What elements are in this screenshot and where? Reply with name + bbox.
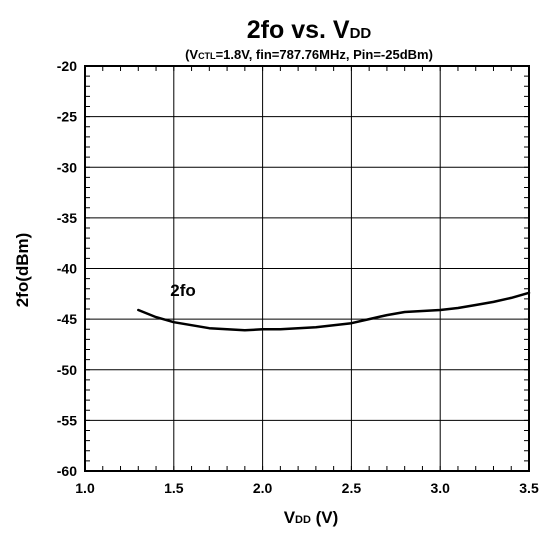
chart-subtitle: (VCTL=1.8V, fin=787.76MHz, Pin=-25dBm) bbox=[185, 47, 433, 62]
y-axis-label: 2fo(dBm) bbox=[13, 233, 32, 308]
x-axis-label: VDD (V) bbox=[284, 508, 339, 527]
chart-title: 2fo vs. VDD bbox=[247, 16, 372, 44]
chart-subtitle-sub: CTL bbox=[198, 51, 216, 61]
x-tick-label-2: 2.0 bbox=[253, 480, 273, 496]
chart-subtitle-open: (V bbox=[185, 47, 198, 62]
annotation-label-0: 2fo bbox=[170, 281, 196, 300]
x-tick-label-1: 1.5 bbox=[164, 480, 184, 496]
y-tick-label-1: -25 bbox=[57, 109, 77, 125]
y-tick-label-3: -35 bbox=[57, 210, 77, 226]
x-tick-label-5: 3.5 bbox=[519, 480, 539, 496]
x-tick-label-4: 3.0 bbox=[430, 480, 450, 496]
y-tick-label-0: -20 bbox=[57, 58, 77, 74]
x-axis-label-unit: (V) bbox=[311, 508, 338, 527]
series-line-0 bbox=[137, 291, 531, 332]
chart-title-main: 2fo vs. V bbox=[247, 16, 350, 44]
x-axis-label-main: V bbox=[284, 508, 296, 527]
chart-title-sub: DD bbox=[350, 25, 372, 42]
x-axis-label-sub: DD bbox=[295, 514, 311, 526]
y-tick-label-4: -40 bbox=[57, 261, 77, 277]
x-tick-label-0: 1.0 bbox=[75, 480, 95, 496]
y-tick-label-8: -60 bbox=[57, 463, 77, 479]
y-tick-label-5: -45 bbox=[57, 311, 77, 327]
y-tick-label-2: -30 bbox=[57, 159, 77, 175]
chart-subtitle-rest: =1.8V, fin=787.76MHz, Pin=-25dBm) bbox=[216, 47, 433, 62]
plot-area: 1.0 1.5 2.0 2.5 3.0 3.5 -20 -25 -30 -35 -40 -45 -50 -… bbox=[57, 58, 539, 496]
x-tick-label-3: 2.5 bbox=[342, 480, 362, 496]
plot-frame bbox=[84, 65, 530, 472]
y-tick-label-7: -55 bbox=[57, 412, 77, 428]
y-tick-label-6: -50 bbox=[57, 362, 77, 378]
